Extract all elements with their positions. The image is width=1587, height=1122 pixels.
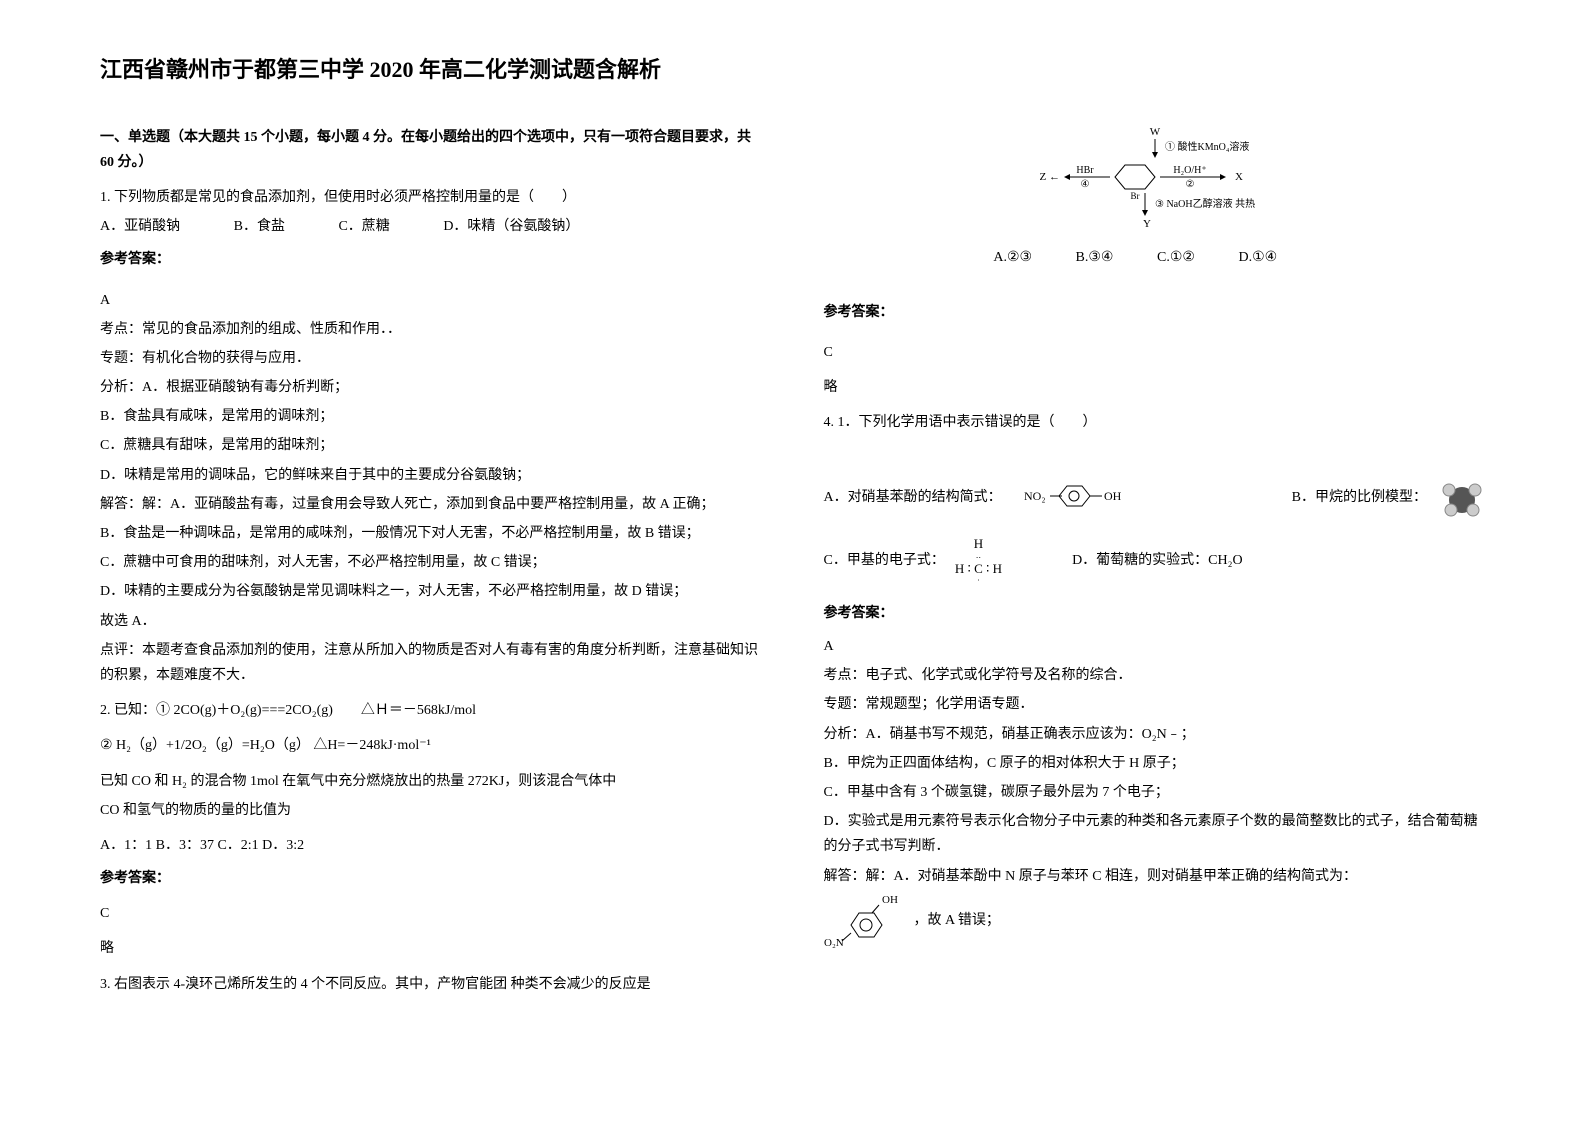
q2-answer-label: 参考答案：: [100, 866, 764, 891]
q4-p7: 解答：解：A．对硝基苯酚中 N 原子与苯环 C 相连，则对硝基甲苯正确的结构简式…: [824, 864, 1488, 889]
q1-p10: D．味精的主要成分为谷氨酸钠是常见调味料之一，对人无害，不必严格控制用量，故 D…: [100, 579, 764, 604]
q4-p5: C．甲基中含有 3 个碳氢键，碳原子最外层为 7 个电子；: [824, 780, 1488, 805]
q4-opt-b: B．甲烷的比例模型：: [1292, 485, 1427, 510]
q1-p3: 分析：A．根据亚硝酸钠有毒分析判断；: [100, 375, 764, 400]
q4a-no2: NO₂: [1024, 489, 1046, 503]
q4-opt-d: D．葡萄糖的实验式：CH₂O: [1072, 548, 1243, 573]
q3-opt-d: D.①④: [1238, 250, 1277, 265]
q4-p8: OH O₂N ，故 A 错误；: [824, 893, 1488, 948]
q3-options: A.②③ B.③④ C.①② D.①④: [824, 245, 1488, 270]
q3-opt-c: C.①②: [1157, 250, 1195, 265]
q4c-h-top: H: [955, 536, 1002, 552]
q4-opt-a-label: A．对硝基苯酚的结构简式：: [824, 485, 1002, 510]
q3-opt-b: B.③④: [1076, 250, 1114, 265]
diagram-2: ②: [1186, 179, 1195, 190]
q2-stem3: 已知 CO 和 H₂ 的混合物 1mol 在氧气中充分燃烧放出的热量 272KJ…: [100, 769, 764, 794]
q2-options: A．1：1 B．3：37 C．2:1 D．3:2: [100, 833, 764, 858]
q4ans-o2n: O₂N: [824, 937, 844, 948]
q4-opt-c-label: C．甲基的电子式：: [824, 548, 945, 573]
q4-p1: 考点：电子式、化学式或化学符号及名称的综合．: [824, 663, 1488, 688]
diagram-y: Y: [1143, 218, 1151, 230]
q3-note: 略: [824, 375, 1488, 400]
q3-diagram: W ① 酸性KMnO₄溶液 Z ← HBr ④ Br H₂O/H⁺ ② X ③ …: [824, 125, 1488, 235]
q1-p7: 解答：解：A．亚硝酸盐有毒，过量食用会导致人死亡，添加到食品中要严格控制用量，故…: [100, 492, 764, 517]
diagram-hbr: HBr: [1077, 165, 1095, 176]
q1-stem: 1. 下列物质都是常见的食品添加剂，但使用时必须严格控制用量的是（ ）: [100, 185, 764, 210]
q1-p11: 故选 A．: [100, 609, 764, 634]
q2-stem1: 2. 已知：① 2CO(g)＋O₂(g)===2CO₂(g) △Ｈ＝－568kJ…: [100, 698, 764, 723]
q4-answer: A: [824, 634, 1488, 659]
q4-row-ab: A．对硝基苯酚的结构简式： NO₂ OH B．甲烷的比例模型：: [824, 476, 1488, 521]
q1-opt-a: A．亚硝酸钠: [100, 219, 180, 234]
q3-opt-a: A.②③: [993, 250, 1032, 265]
q4-row-cd: C．甲基的电子式： H ‥ H ∶ C ∶ H · D．葡萄糖的实验式：CH₂O: [824, 536, 1488, 586]
right-column: W ① 酸性KMnO₄溶液 Z ← HBr ④ Br H₂O/H⁺ ② X ③ …: [824, 115, 1488, 1001]
diagram-1: ① 酸性KMnO₄溶液: [1165, 140, 1249, 153]
q4-p4: B．甲烷为正四面体结构，C 原子的相对体积大于 H 原子；: [824, 751, 1488, 776]
diagram-h2o: H₂O/H⁺: [1174, 165, 1207, 176]
reaction-diagram-svg: W ① 酸性KMnO₄溶液 Z ← HBr ④ Br H₂O/H⁺ ② X ③ …: [1025, 125, 1285, 235]
q1-p9: C．蔗糖中可食用的甜味剂，对人无害，不必严格控制用量，故 C 错误；: [100, 550, 764, 575]
q4-p8-tail: ，故 A 错误；: [914, 908, 1000, 933]
q3-answer: C: [824, 340, 1488, 365]
q3-answer-label: 参考答案：: [824, 300, 1488, 325]
q4-answer-label: 参考答案：: [824, 601, 1488, 626]
diagram-w: W: [1150, 126, 1161, 138]
diagram-3: ③ NaOH乙醇溶液 共热: [1155, 197, 1255, 210]
q4-p6: D．实验式是用元素符号表示化合物分子中元素的种类和各元素原子个数的最简整数比的式…: [824, 809, 1488, 859]
q1-answer: A: [100, 288, 764, 313]
q1-p2: 专题：有机化合物的获得与应用．: [100, 346, 764, 371]
diagram-z: Z ←: [1040, 171, 1060, 183]
q2-stem4: CO 和氢气的物质的量的比值为: [100, 798, 764, 823]
q4ans-oh: OH: [882, 894, 898, 906]
page-title: 江西省赣州市于都第三中学 2020 年高二化学测试题含解析: [100, 50, 1487, 90]
q1-p6: D．味精是常用的调味品，它的鲜味来自于其中的主要成分谷氨酸钠；: [100, 463, 764, 488]
q2-stem2: ② H₂（g）+1/2O₂（g）=H₂O（g） △H=－248kJ·mol⁻¹: [100, 733, 764, 758]
q1-opt-d: D．味精（谷氨酸钠）: [443, 219, 579, 234]
q1-opt-c: C．蔗糖: [338, 219, 389, 234]
q1-p12: 点评：本题考查食品添加剂的使用，注意从所加入的物质是否对人有毒有害的角度分析判断…: [100, 638, 764, 688]
page-columns: 一、单选题（本大题共 15 个小题，每小题 4 分。在每小题给出的四个选项中，只…: [100, 115, 1487, 1001]
q3-stem: 3. 右图表示 4-溴环己烯所发生的 4 个不同反应。其中，产物官能团 种类不会…: [100, 972, 764, 997]
q4-opt-b-model: [1437, 476, 1487, 521]
diagram-4: ④: [1081, 179, 1090, 190]
q1-p4: B．食盐具有咸味，是常用的调味剂；: [100, 404, 764, 429]
diagram-x: X: [1235, 171, 1243, 183]
q4-opt-a-structure: NO₂ OH: [1012, 478, 1132, 518]
q4a-oh: OH: [1104, 489, 1122, 503]
q4-p3: 分析：A．硝基书写不规范，硝基正确表示应该为：O₂N﹣；: [824, 722, 1488, 747]
left-column: 一、单选题（本大题共 15 个小题，每小题 4 分。在每小题给出的四个选项中，只…: [100, 115, 764, 1001]
q2-note: 略: [100, 936, 764, 961]
q4c-hch: H ∶ C ∶ H: [955, 561, 1002, 577]
q1-p1: 考点：常见的食品添加剂的组成、性质和作用．．: [100, 317, 764, 342]
q4-p2: 专题：常规题型；化学用语专题．: [824, 692, 1488, 717]
q1-p8: B．食盐是一种调味品，是常用的咸味剂，一般情况下对人无害，不必严格控制用量，故 …: [100, 521, 764, 546]
diagram-br: Br: [1131, 191, 1140, 201]
q2-answer: C: [100, 901, 764, 926]
section-1-header: 一、单选题（本大题共 15 个小题，每小题 4 分。在每小题给出的四个选项中，只…: [100, 125, 764, 175]
q1-opt-b: B．食盐: [234, 219, 285, 234]
q1-answer-label: 参考答案：: [100, 247, 764, 272]
q4-answer-structure: OH O₂N: [824, 893, 914, 948]
q4-stem: 4. 1．下列化学用语中表示错误的是（ ）: [824, 410, 1488, 435]
q1-p5: C．蔗糖具有甜味，是常用的甜味剂；: [100, 433, 764, 458]
q1-options: A．亚硝酸钠 B．食盐 C．蔗糖 D．味精（谷氨酸钠）: [100, 214, 764, 239]
